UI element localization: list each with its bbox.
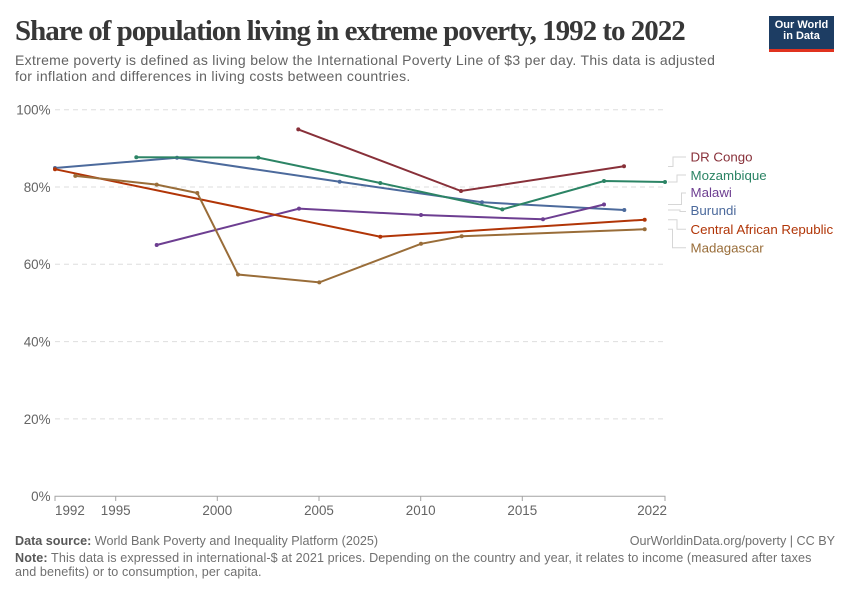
svg-text:2000: 2000: [202, 503, 232, 518]
svg-text:0%: 0%: [31, 489, 50, 504]
svg-text:2005: 2005: [304, 503, 334, 518]
svg-text:Malawi: Malawi: [691, 185, 732, 200]
svg-text:40%: 40%: [24, 335, 51, 350]
svg-text:DR Congo: DR Congo: [691, 150, 753, 165]
svg-text:1992: 1992: [55, 503, 85, 518]
svg-text:1995: 1995: [101, 503, 131, 518]
svg-text:Madagascar: Madagascar: [691, 240, 765, 255]
svg-text:80%: 80%: [24, 180, 51, 195]
svg-text:Central African Republic: Central African Republic: [691, 222, 834, 237]
svg-text:2022: 2022: [637, 503, 667, 518]
svg-text:Mozambique: Mozambique: [691, 168, 767, 183]
svg-text:60%: 60%: [24, 257, 51, 272]
svg-text:20%: 20%: [24, 412, 51, 427]
svg-text:2010: 2010: [406, 503, 436, 518]
svg-text:2015: 2015: [507, 503, 537, 518]
svg-text:100%: 100%: [16, 103, 50, 118]
svg-text:Burundi: Burundi: [691, 203, 737, 218]
